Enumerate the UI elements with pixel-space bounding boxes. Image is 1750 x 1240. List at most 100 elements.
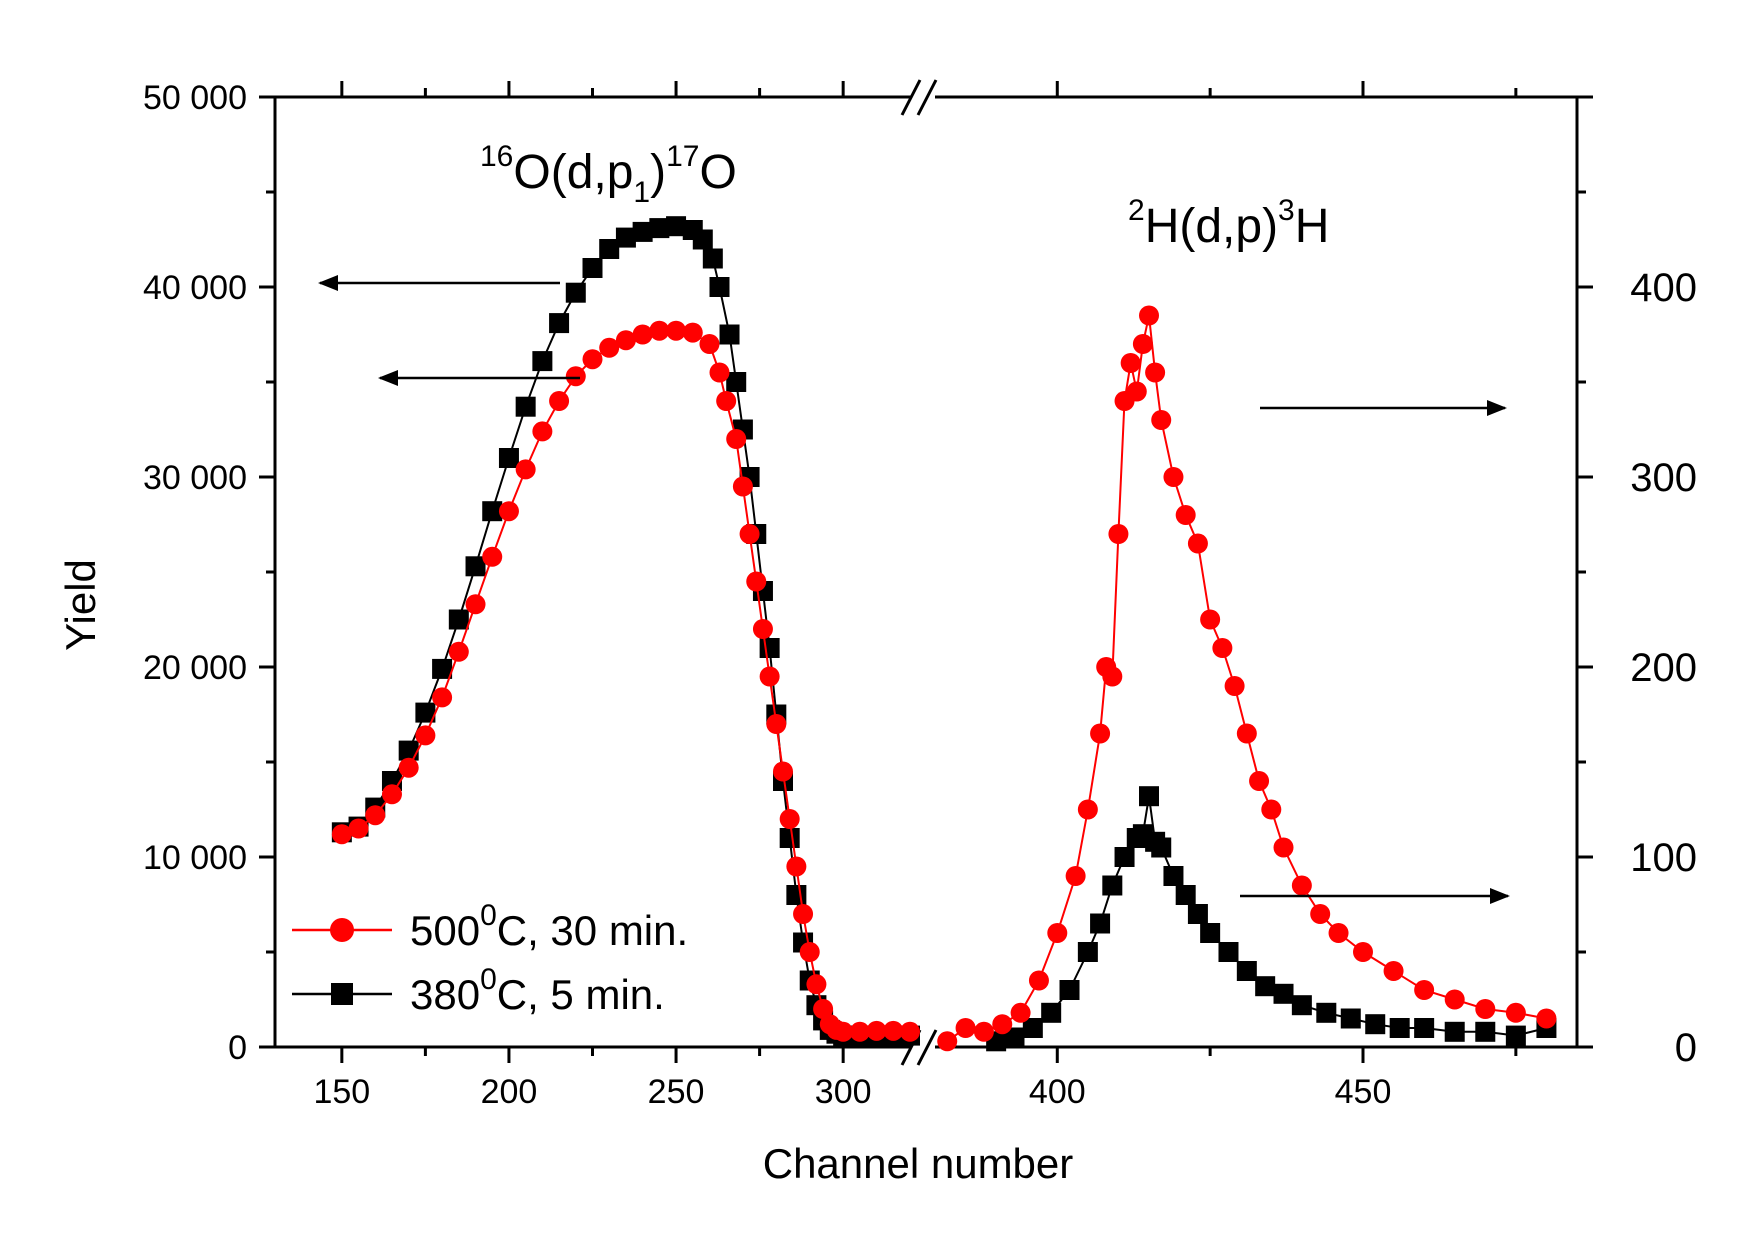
x-tick-label: 450 — [1335, 1073, 1392, 1111]
legend-black-label: 3800C, 5 min. — [410, 963, 665, 1018]
data-point — [1353, 942, 1373, 962]
annotation-arrows — [318, 275, 1510, 904]
data-point — [726, 429, 747, 449]
data-point — [833, 1021, 854, 1042]
legend: 5000C, 30 min. 3800C, 5 min. — [292, 899, 688, 1018]
data-point — [1328, 923, 1349, 943]
legend-red-marker — [330, 918, 354, 942]
data-point — [1273, 837, 1294, 858]
data-point — [498, 501, 519, 522]
data-point — [813, 999, 834, 1019]
data-point — [1175, 885, 1196, 905]
legend-entry-red: 5000C, 30 min. — [292, 899, 688, 954]
data-point — [649, 218, 670, 239]
data-point — [615, 227, 636, 248]
data-point — [549, 313, 570, 334]
series-line-right — [995, 796, 1547, 1043]
data-point — [381, 784, 402, 805]
data-point — [793, 904, 814, 924]
data-point — [1536, 1008, 1557, 1029]
data-point — [1163, 467, 1184, 487]
data-point — [1187, 533, 1208, 554]
data-point — [465, 556, 486, 577]
data-point — [1444, 989, 1465, 1010]
data-point — [415, 702, 436, 723]
data-point — [1004, 1027, 1025, 1048]
deuterium-sup: 3 — [1278, 194, 1295, 227]
data-point — [1224, 676, 1245, 696]
deuterium-text-c: H — [1295, 200, 1330, 253]
data-point — [415, 725, 436, 746]
data-point — [599, 239, 620, 259]
oxygen-pre-sup: 16 — [480, 140, 513, 173]
data-point — [599, 337, 620, 358]
legend-red-label: 5000C, 30 min. — [410, 899, 688, 954]
data-point — [766, 714, 787, 734]
data-point — [1505, 1025, 1526, 1046]
data-point — [1139, 786, 1159, 807]
data-point — [482, 546, 503, 567]
data-point — [666, 320, 687, 341]
data-point — [786, 856, 807, 877]
oxygen-text-a: O(d,p — [513, 146, 633, 199]
data-point — [1175, 505, 1196, 525]
x-tick-label: 250 — [648, 1073, 705, 1111]
data-point — [1414, 1018, 1435, 1038]
data-point — [1389, 1018, 1410, 1038]
data-point — [1444, 1021, 1465, 1042]
data-point — [799, 942, 820, 962]
data-point — [759, 666, 780, 687]
y-right-tick-label: 100 — [1630, 836, 1697, 880]
oxygen-text-b: ) — [650, 146, 666, 199]
data-point — [1291, 995, 1312, 1016]
break-top-1 — [900, 79, 922, 116]
data-point — [1163, 866, 1184, 886]
data-point — [1151, 410, 1172, 430]
y-right-tick-label: 0 — [1675, 1026, 1697, 1070]
data-point — [649, 320, 670, 341]
y-left-tick-label: 0 — [228, 1029, 247, 1067]
y-left-tick-label: 10 000 — [143, 839, 247, 877]
y-right-tick-label: 200 — [1630, 646, 1697, 690]
data-point — [398, 740, 419, 761]
data-point — [1114, 847, 1135, 867]
data-point — [1365, 1014, 1386, 1035]
data-point — [759, 638, 780, 658]
oxygen-sup: 17 — [666, 140, 699, 173]
data-point — [582, 258, 603, 278]
data-point — [632, 221, 653, 242]
data-point — [1475, 999, 1496, 1019]
data-point — [937, 1031, 958, 1052]
data-point — [348, 818, 369, 839]
data-point — [482, 501, 503, 522]
data-point — [973, 1021, 994, 1042]
data-point — [432, 658, 453, 679]
oxygen-text-c: O — [699, 146, 736, 199]
data-point — [532, 351, 553, 372]
data-point — [1090, 723, 1111, 744]
data-point — [709, 362, 730, 383]
data-point — [719, 324, 740, 345]
data-point — [1340, 1008, 1361, 1029]
data-point — [773, 761, 793, 782]
data-point — [955, 1018, 976, 1038]
legend-black-main: 380 — [410, 971, 480, 1018]
series-line-right — [946, 315, 1547, 1043]
data-point — [1108, 524, 1129, 544]
data-point — [1187, 904, 1208, 924]
data-point — [1077, 799, 1098, 820]
data-point — [1273, 983, 1294, 1004]
data-point — [549, 391, 570, 411]
data-point — [615, 330, 636, 351]
data-point — [1090, 913, 1111, 934]
data-point — [739, 524, 760, 544]
data-point — [465, 594, 486, 615]
series-red-500C — [331, 305, 1557, 1052]
data-point — [699, 334, 720, 354]
legend-entry-black: 3800C, 5 min. — [292, 963, 665, 1018]
y-right-tick-label: 300 — [1630, 456, 1697, 500]
data-point — [448, 641, 469, 662]
y-left-tick-label: 40 000 — [143, 269, 247, 307]
